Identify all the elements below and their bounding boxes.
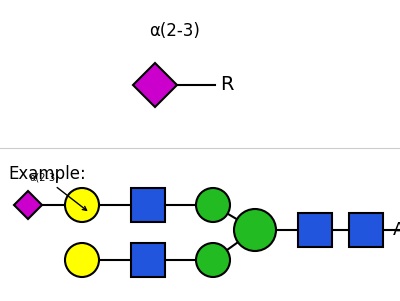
Circle shape bbox=[196, 188, 230, 222]
Polygon shape bbox=[14, 191, 42, 219]
Text: Example:: Example: bbox=[8, 165, 86, 183]
Circle shape bbox=[65, 243, 99, 277]
Bar bbox=[298, 213, 332, 247]
Bar bbox=[349, 213, 383, 247]
Text: α(2-3): α(2-3) bbox=[150, 22, 200, 40]
Text: Asn: Asn bbox=[393, 221, 400, 239]
Circle shape bbox=[65, 188, 99, 222]
Text: R: R bbox=[220, 76, 234, 95]
Circle shape bbox=[234, 209, 276, 251]
Polygon shape bbox=[133, 63, 177, 107]
Bar bbox=[131, 243, 165, 277]
Text: α(2-3): α(2-3) bbox=[30, 173, 86, 210]
Circle shape bbox=[196, 243, 230, 277]
Bar bbox=[131, 188, 165, 222]
